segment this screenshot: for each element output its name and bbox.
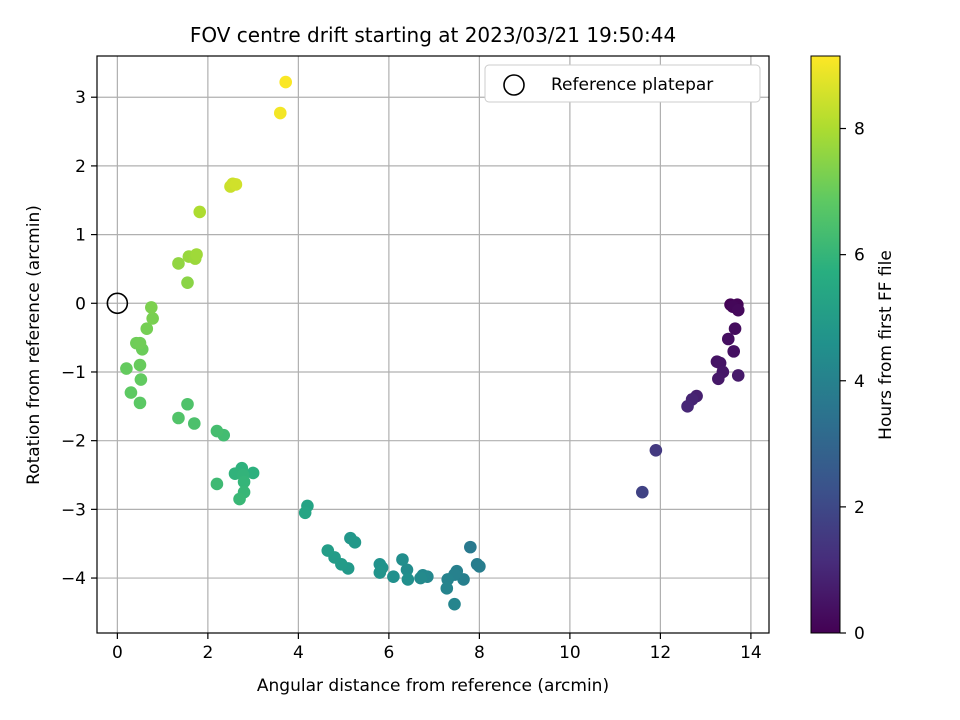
data-point — [133, 396, 147, 410]
data-point — [373, 566, 387, 579]
data-point — [172, 411, 185, 425]
data-point — [172, 257, 185, 270]
x-tick-label: 4 — [293, 643, 304, 663]
data-point — [635, 485, 649, 499]
data-point — [731, 369, 745, 382]
data-point — [273, 106, 287, 120]
data-point — [140, 322, 154, 336]
x-tick-label: 14 — [740, 643, 762, 663]
data-point — [414, 571, 427, 585]
data-point — [134, 373, 148, 386]
data-points — [120, 75, 745, 611]
reference-platepar-marker — [106, 292, 129, 315]
colorbar — [810, 55, 841, 634]
legend-box — [484, 64, 761, 103]
data-point — [298, 506, 312, 520]
data-point — [440, 582, 454, 595]
y-tick-label: −4 — [61, 569, 86, 589]
data-point — [246, 466, 260, 480]
x-tick-label: 0 — [112, 643, 123, 663]
data-point — [448, 597, 461, 611]
data-point — [712, 372, 725, 386]
data-point — [120, 362, 133, 375]
data-point — [133, 358, 147, 372]
gridlines — [97, 56, 769, 633]
data-point — [210, 477, 224, 491]
y-axis-ticks: −4 −3 −2 −1 0 1 2 3 — [61, 88, 97, 589]
data-point — [229, 178, 243, 191]
colorbar-tick-label: 4 — [854, 372, 865, 392]
colorbar-ticks: 0 2 4 6 8 — [840, 120, 865, 644]
data-point — [728, 322, 742, 336]
y-tick-label: 2 — [75, 157, 86, 177]
colorbar-tick-label: 0 — [854, 624, 865, 644]
data-point — [133, 336, 147, 350]
data-point — [387, 570, 400, 583]
data-point — [731, 303, 745, 317]
y-tick-label: 1 — [75, 226, 86, 246]
x-tick-label: 2 — [202, 643, 213, 663]
x-tick-label: 12 — [650, 643, 672, 663]
legend-marker-icon — [503, 74, 525, 96]
data-point — [146, 312, 159, 325]
data-point — [400, 563, 414, 577]
data-point — [401, 573, 415, 586]
x-tick-label: 6 — [383, 643, 394, 663]
x-tick-label: 10 — [559, 643, 581, 663]
data-point — [348, 536, 362, 549]
data-point — [321, 544, 335, 557]
data-point — [727, 345, 741, 358]
data-point — [145, 301, 158, 314]
plot-frame — [96, 55, 770, 634]
y-tick-label: −2 — [61, 432, 86, 452]
legend-entry-reference: Reference platepar — [551, 75, 713, 95]
y-tick-label: 0 — [75, 294, 86, 314]
data-point — [181, 397, 194, 411]
data-point — [193, 205, 207, 219]
data-point — [396, 553, 409, 566]
colorbar-tick-label: 8 — [854, 120, 865, 140]
data-point — [279, 75, 293, 89]
data-point — [233, 492, 246, 506]
data-point — [649, 443, 663, 457]
data-point — [124, 386, 138, 399]
x-axis-ticks: 0 2 4 6 8 10 12 14 — [112, 633, 762, 663]
colorbar-tick-label: 6 — [854, 246, 865, 266]
data-point — [464, 540, 477, 554]
data-point — [681, 400, 694, 413]
colorbar-tick-label: 2 — [854, 498, 865, 518]
legend: Reference platepar — [484, 64, 761, 103]
data-point — [237, 475, 251, 489]
y-axis-label: Rotation from reference (arcmin) — [24, 205, 44, 485]
x-tick-label: 8 — [474, 643, 485, 663]
data-point — [721, 332, 735, 346]
x-axis-label: Angular distance from reference (arcmin) — [257, 676, 609, 696]
data-point — [187, 417, 201, 430]
y-tick-label: −3 — [61, 500, 86, 520]
data-point — [181, 276, 194, 289]
data-point — [190, 248, 203, 261]
colorbar-label: Hours from first FF file — [876, 250, 896, 440]
chart-title: FOV centre drift starting at 2023/03/21 … — [190, 23, 676, 47]
y-tick-label: 3 — [75, 88, 86, 108]
data-point — [473, 560, 486, 573]
data-point — [210, 424, 224, 438]
y-tick-label: −1 — [61, 363, 86, 383]
